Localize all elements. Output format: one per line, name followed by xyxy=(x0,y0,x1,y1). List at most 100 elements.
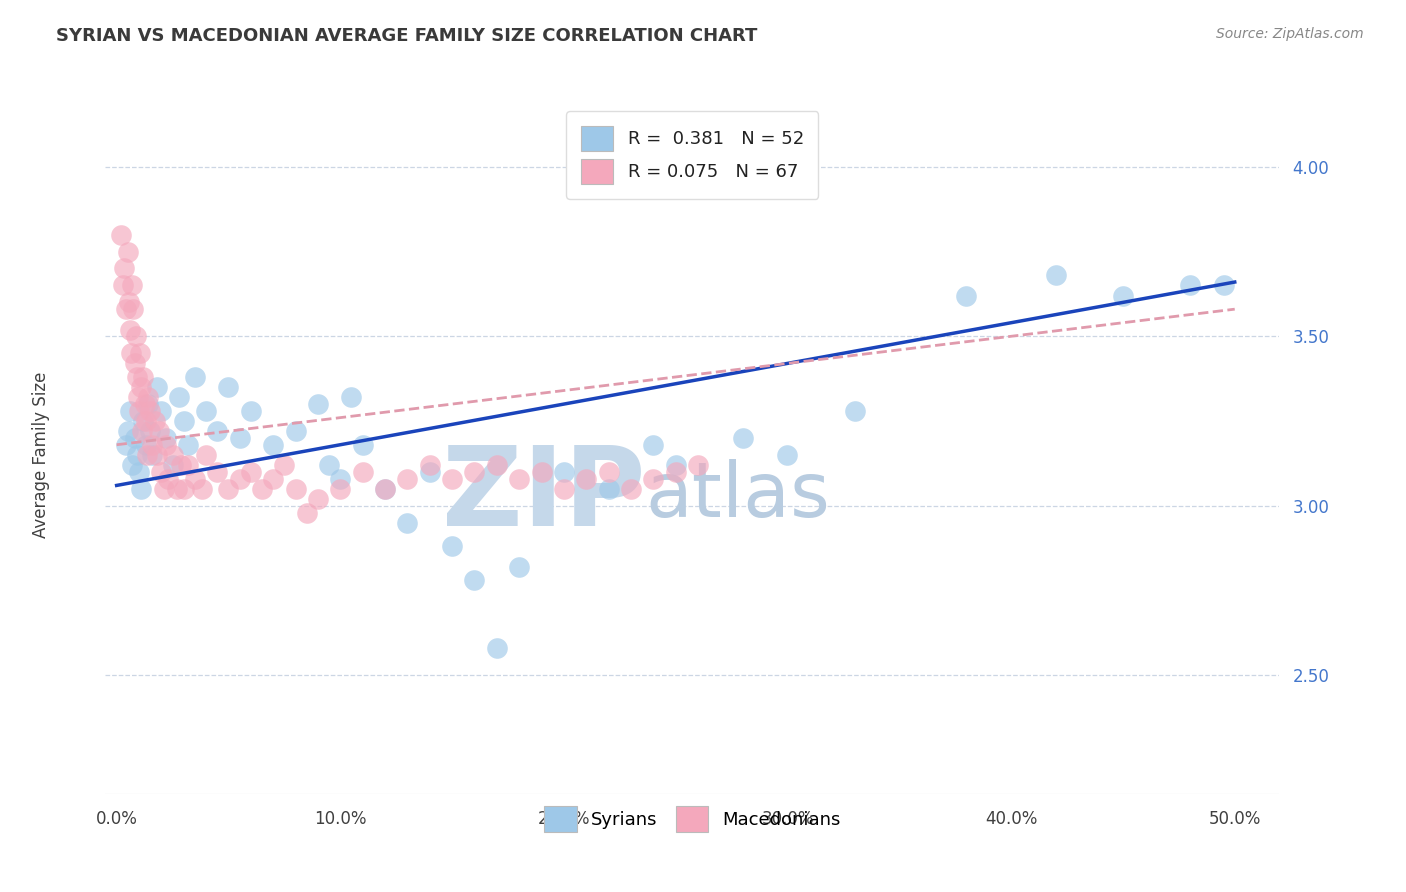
Point xyxy=(112,278,135,293)
Point xyxy=(132,370,155,384)
Text: ZIP: ZIP xyxy=(441,442,645,549)
Point xyxy=(117,244,139,259)
Point xyxy=(207,465,229,479)
Point xyxy=(207,424,229,438)
Point xyxy=(129,346,152,360)
Point xyxy=(121,458,143,472)
Point xyxy=(150,465,173,479)
Point xyxy=(170,458,193,472)
Point xyxy=(155,431,177,445)
Point xyxy=(352,465,374,479)
Point xyxy=(643,472,665,486)
Point xyxy=(121,278,143,293)
Point xyxy=(419,465,441,479)
Point xyxy=(195,404,218,418)
Point xyxy=(318,458,340,472)
Point xyxy=(463,574,485,588)
Point xyxy=(250,482,273,496)
Point xyxy=(441,472,464,486)
Point xyxy=(262,472,284,486)
Point xyxy=(120,346,142,360)
Point xyxy=(329,472,352,486)
Point xyxy=(148,424,170,438)
Point xyxy=(114,302,136,317)
Point xyxy=(217,380,239,394)
Point xyxy=(118,404,141,418)
Point xyxy=(508,472,530,486)
Point xyxy=(128,465,150,479)
Point xyxy=(228,472,250,486)
Point xyxy=(114,261,136,276)
Point xyxy=(135,414,157,428)
Point xyxy=(620,482,643,496)
Point xyxy=(134,397,156,411)
Point xyxy=(686,458,709,472)
Point xyxy=(136,397,159,411)
Point xyxy=(374,482,396,496)
Point xyxy=(352,438,374,452)
Point xyxy=(143,414,166,428)
Point xyxy=(167,390,190,404)
Point xyxy=(141,438,163,452)
Point xyxy=(132,414,155,428)
Point xyxy=(124,356,146,370)
Point xyxy=(239,465,262,479)
Point xyxy=(177,458,200,472)
Point xyxy=(117,424,139,438)
Point xyxy=(125,448,148,462)
Point xyxy=(131,424,153,438)
Point xyxy=(396,472,419,486)
Point xyxy=(127,390,149,404)
Point xyxy=(273,458,295,472)
Point xyxy=(124,329,146,343)
Point xyxy=(184,472,207,486)
Point xyxy=(485,641,508,656)
Point xyxy=(135,438,157,452)
Point xyxy=(731,431,754,445)
Point xyxy=(173,414,195,428)
Point xyxy=(776,448,799,462)
Point xyxy=(553,482,575,496)
Point xyxy=(396,516,419,530)
Point xyxy=(157,472,180,486)
Text: atlas: atlas xyxy=(645,458,831,533)
Point xyxy=(195,448,218,462)
Point xyxy=(166,482,188,496)
Point xyxy=(598,465,620,479)
Y-axis label: Average Family Size: Average Family Size xyxy=(32,372,49,538)
Point xyxy=(118,322,141,336)
Point xyxy=(110,227,132,242)
Point xyxy=(184,370,207,384)
Point xyxy=(374,482,396,496)
Point xyxy=(844,404,866,418)
Point xyxy=(118,295,141,310)
Point xyxy=(329,482,352,496)
Point xyxy=(217,482,239,496)
Point xyxy=(146,448,169,462)
Point xyxy=(125,370,148,384)
Point xyxy=(128,404,150,418)
Point xyxy=(139,404,162,418)
Point xyxy=(262,438,284,452)
Point xyxy=(129,380,152,394)
Point xyxy=(955,288,977,302)
Point xyxy=(122,302,145,317)
Point xyxy=(162,458,184,472)
Point xyxy=(1112,288,1135,302)
Point xyxy=(284,424,307,438)
Point xyxy=(155,438,177,452)
Point xyxy=(575,472,598,486)
Point xyxy=(1212,278,1234,293)
Point xyxy=(173,482,195,496)
Point xyxy=(146,380,169,394)
Point xyxy=(665,465,688,479)
Point xyxy=(441,540,464,554)
Point xyxy=(239,404,262,418)
Point xyxy=(1045,268,1067,283)
Point xyxy=(124,431,146,445)
Point xyxy=(114,438,136,452)
Point xyxy=(295,506,318,520)
Point xyxy=(307,491,329,506)
Point xyxy=(139,424,162,438)
Point xyxy=(598,482,620,496)
